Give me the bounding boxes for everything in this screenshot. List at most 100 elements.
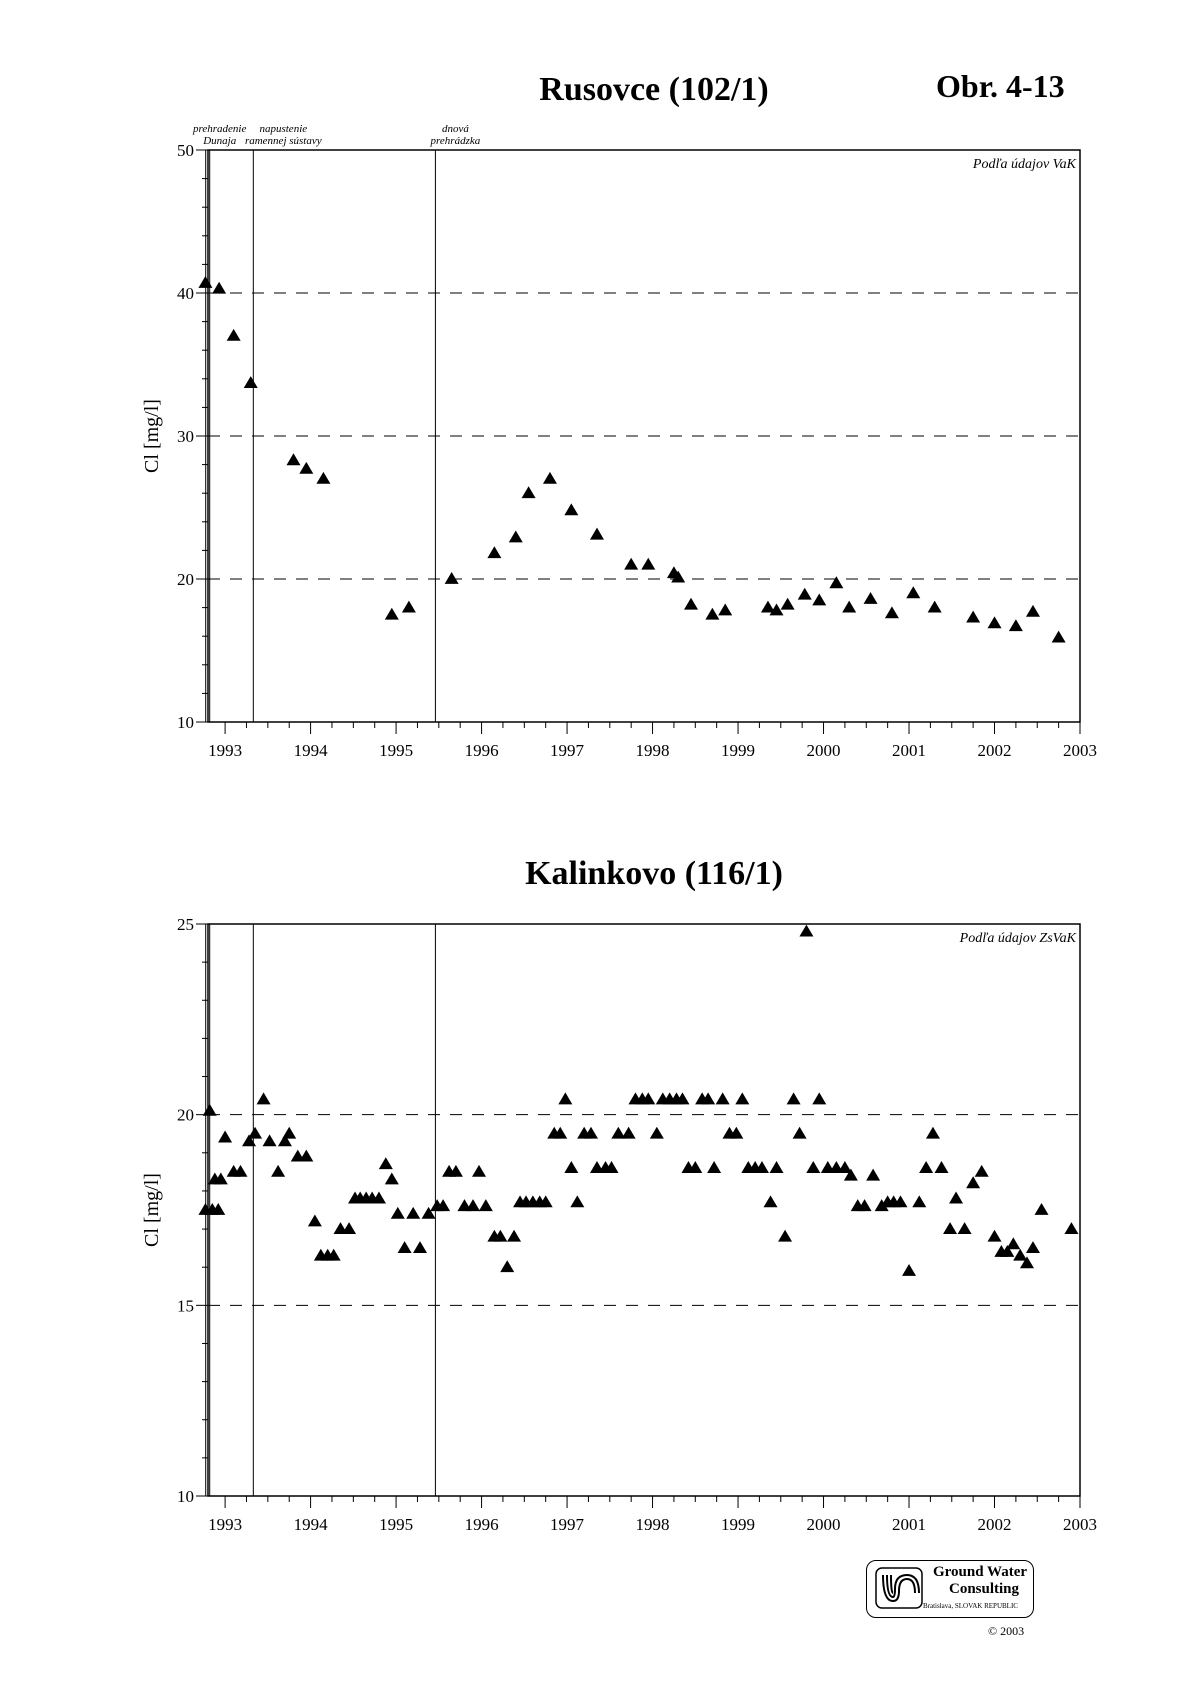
data-point [987, 1229, 1002, 1242]
data-point [233, 1164, 248, 1177]
data-point [390, 1206, 405, 1219]
data-point [735, 1092, 750, 1105]
data-point [299, 1149, 314, 1162]
event-label: ramennej sústavy [245, 135, 322, 147]
data-point [1051, 630, 1066, 643]
data-point [611, 1126, 626, 1139]
data-point [837, 1161, 852, 1173]
data-point [957, 1222, 972, 1234]
data-point [243, 376, 258, 388]
y-tick-label: 30 [177, 427, 194, 446]
data-point [780, 597, 795, 610]
data-point [307, 1214, 322, 1227]
data-point [262, 1134, 277, 1147]
data-point [542, 471, 557, 484]
data-point [799, 924, 814, 937]
data-point [966, 1176, 981, 1189]
x-tick-label: 1999 [721, 1515, 755, 1534]
y-axis-label: Cl [mg/l] [141, 399, 163, 473]
x-tick-label: 1996 [465, 1515, 499, 1534]
data-point [925, 1126, 940, 1139]
data-point [893, 1195, 908, 1208]
data-point [444, 572, 459, 584]
data-point [707, 1161, 722, 1173]
data-point [866, 1168, 881, 1181]
logo-text-line3: Bratislava, SLOVAK REPUBLIC [923, 1602, 1018, 1610]
figure-label: Obr. 4-13 [936, 68, 1065, 104]
y-tick-label: 20 [177, 1106, 194, 1125]
data-point [378, 1157, 393, 1170]
data-point [797, 587, 812, 600]
data-point [934, 1161, 949, 1173]
data-point [974, 1164, 989, 1177]
y-tick-label: 10 [177, 1487, 194, 1506]
data-point [778, 1229, 793, 1242]
data-point [271, 1164, 286, 1177]
data-point [558, 1092, 573, 1105]
data-point [226, 328, 241, 341]
data-point [718, 603, 733, 616]
data-point [927, 600, 942, 613]
data-point [326, 1248, 341, 1261]
data-point [508, 530, 523, 543]
data-point [786, 1092, 801, 1105]
logo-mark-icon [875, 1567, 923, 1609]
data-point [316, 471, 331, 484]
data-point [466, 1199, 481, 1212]
data-point [857, 1199, 872, 1212]
company-logo: Ground Water Consulting Bratislava, SLOV… [866, 1560, 1034, 1618]
source-note: Podľa údajov VaK [972, 157, 1077, 172]
data-point [641, 1092, 656, 1105]
event-label: napustenie [259, 123, 307, 135]
data-point [500, 1260, 515, 1273]
y-tick-label: 10 [177, 713, 194, 732]
event-label: dnová [442, 123, 469, 135]
data-point [397, 1241, 412, 1254]
data-point [729, 1126, 744, 1139]
data-point [812, 1092, 827, 1105]
y-tick-label: 20 [177, 570, 194, 589]
logo-text-line2: Consulting [949, 1581, 1020, 1597]
x-tick-label: 1995 [379, 741, 413, 760]
data-point [843, 1168, 858, 1181]
data-point [641, 557, 656, 570]
data-point [671, 570, 686, 583]
data-point [564, 1161, 579, 1173]
data-point [1025, 1241, 1040, 1254]
data-point [384, 607, 399, 620]
data-point [1025, 604, 1040, 617]
event-label: prehradenie [192, 123, 246, 135]
x-tick-label: 1997 [550, 1515, 585, 1534]
x-tick-label: 1994 [294, 741, 329, 760]
logo-text-line1: Ground Water [933, 1564, 1028, 1580]
data-point [538, 1195, 553, 1208]
x-tick-label: 2000 [807, 1515, 841, 1534]
data-point [604, 1161, 619, 1173]
y-tick-label: 50 [177, 141, 194, 160]
y-axis-label: Cl [mg/l] [141, 1173, 163, 1247]
data-point [1019, 1256, 1034, 1269]
chart-panel-1: Kalinkovo (116/1) 10 15 20 25 1993 1994 1995 199… [141, 855, 1097, 1534]
data-point [943, 1222, 958, 1234]
data-point [842, 600, 857, 613]
data-point [812, 593, 827, 606]
data-point [829, 576, 844, 589]
x-tick-label: 1997 [550, 741, 585, 760]
x-tick-label: 2001 [892, 1515, 926, 1534]
x-tick-label: 2001 [892, 741, 926, 760]
data-point [1013, 1248, 1028, 1261]
x-tick-label: 2002 [978, 1515, 1012, 1534]
data-point [884, 606, 899, 619]
data-point [487, 546, 502, 559]
data-point [299, 461, 314, 474]
data-point [564, 503, 579, 516]
data-point [507, 1229, 522, 1242]
data-point [1008, 619, 1023, 632]
data-point [919, 1161, 934, 1173]
x-tick-label: 1998 [636, 741, 670, 760]
data-point [493, 1229, 508, 1242]
chart-title: Rusovce (102/1) [539, 71, 768, 108]
data-point [277, 1134, 292, 1147]
data-point [570, 1195, 585, 1208]
